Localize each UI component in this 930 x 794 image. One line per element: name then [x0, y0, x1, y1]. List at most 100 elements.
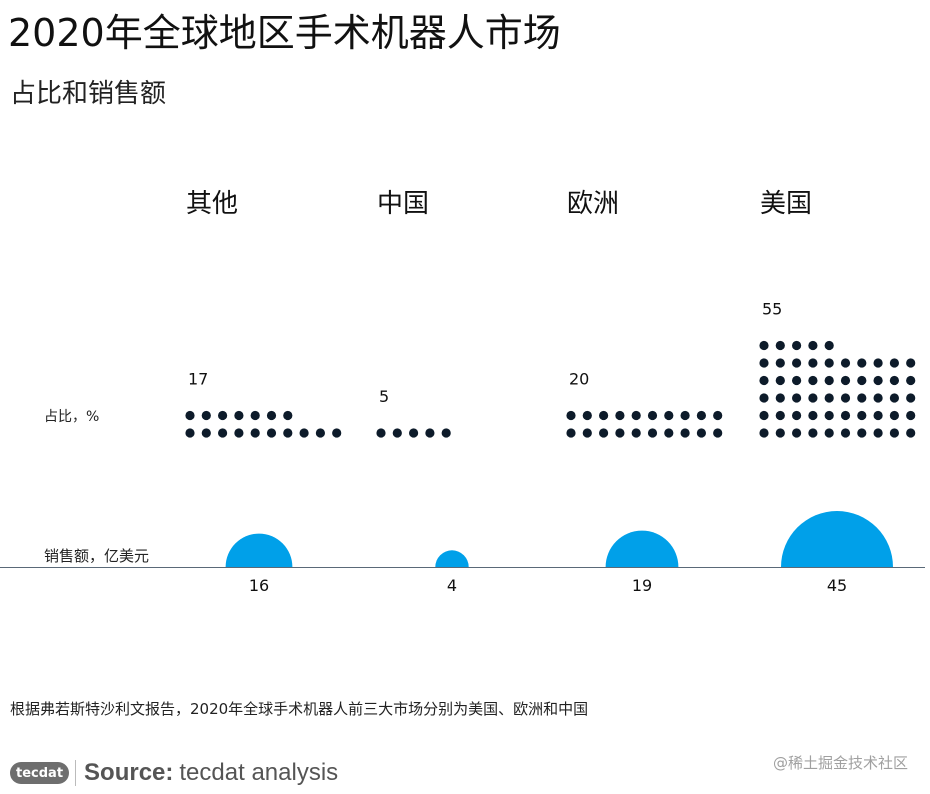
share-dot [315, 428, 325, 438]
share-dot [824, 428, 834, 438]
share-dot [857, 358, 867, 368]
share-dot [759, 428, 769, 438]
share-dot [409, 428, 419, 438]
share-value-label: 17 [188, 370, 208, 389]
share-dot [808, 340, 818, 351]
share-dot [283, 428, 293, 438]
share-dot [680, 428, 690, 438]
share-dot [906, 393, 916, 403]
share-dot [840, 375, 851, 386]
share-dot [631, 428, 641, 438]
share-dot [824, 358, 834, 368]
share-dot [615, 428, 625, 438]
share-dot [808, 358, 818, 368]
share-dot [873, 410, 883, 421]
share-dot [775, 340, 785, 351]
sales-bubble [435, 550, 469, 567]
share-dot [392, 428, 402, 438]
share-dot [857, 410, 867, 421]
share-dot [283, 410, 293, 421]
share-dot [873, 358, 883, 368]
share-dot [201, 428, 211, 438]
share-dot [857, 393, 867, 403]
share-dot [857, 375, 867, 386]
share-dot [857, 428, 867, 438]
share-dot [775, 393, 785, 403]
share-dot [824, 410, 834, 421]
share-dot [775, 410, 785, 421]
region-header: 中国 [377, 189, 429, 219]
share-dot [441, 428, 451, 438]
chart-title: 2020年全球地区手术机器人市场 [8, 11, 561, 55]
share-dot [713, 428, 723, 438]
share-dot [582, 428, 592, 438]
share-dot [889, 428, 900, 438]
share-dot [696, 428, 707, 438]
share-dot [218, 410, 228, 421]
share-dot [566, 410, 576, 421]
share-dot [840, 410, 851, 421]
chart-canvas: 占比，% 销售额，亿美元 其他 17 16 中国 5 4 欧洲 20 19 美国 55 45 [0, 189, 925, 595]
sales-bubble [225, 533, 293, 567]
share-dot [808, 375, 818, 386]
share-dot [808, 410, 818, 421]
share-dot [664, 428, 674, 438]
share-dot [713, 410, 723, 421]
share-dot [266, 428, 277, 438]
share-dot [906, 410, 916, 421]
share-dot [824, 375, 834, 386]
share-dot [792, 358, 802, 368]
share-dot [631, 410, 641, 421]
share-dot [218, 428, 228, 438]
share-dot [889, 410, 900, 421]
share-dot [299, 428, 309, 438]
share-dot [873, 375, 883, 386]
share-dot [647, 428, 658, 438]
share-dot [234, 428, 244, 438]
share-dot [201, 410, 211, 421]
region-header: 其他 [186, 189, 238, 219]
share-dot [889, 375, 900, 386]
tecdat-logo: tecdat [10, 762, 70, 784]
share-value-label: 5 [379, 387, 389, 406]
share-dot [250, 428, 260, 438]
share-dot [808, 393, 818, 403]
share-dot [792, 410, 802, 421]
share-dot [376, 428, 386, 438]
sales-value-label: 45 [827, 576, 847, 595]
share-dot [808, 428, 818, 438]
share-dot [266, 410, 277, 421]
share-dot [680, 410, 690, 421]
sales-bubble [605, 530, 679, 567]
share-dot [792, 393, 802, 403]
share-dot [759, 393, 769, 403]
share-dot [599, 428, 609, 438]
sales-value-label: 16 [249, 576, 269, 595]
share-dot [234, 410, 244, 421]
share-dot [185, 428, 195, 438]
share-dot [185, 410, 195, 421]
share-dot [332, 428, 342, 438]
share-dot [647, 410, 658, 421]
share-dot [906, 375, 916, 386]
share-dot [615, 410, 625, 421]
share-dot [775, 358, 785, 368]
share-dot [873, 428, 883, 438]
share-dot [840, 428, 851, 438]
share-dot [759, 375, 769, 386]
share-dot [775, 375, 785, 386]
share-dot [566, 428, 576, 438]
sales-value-label: 19 [632, 576, 652, 595]
source-divider [75, 760, 77, 786]
share-dot [792, 428, 802, 438]
share-dot [582, 410, 592, 421]
share-dot [792, 375, 802, 386]
share-dot [759, 340, 769, 351]
region-header: 欧洲 [567, 189, 619, 219]
source-label: Source: [84, 759, 174, 786]
share-dot [840, 393, 851, 403]
footnote: 根据弗若斯特沙利文报告，2020年全球手术机器人前三大市场分别为美国、欧洲和中国 [10, 700, 589, 718]
share-dot [840, 358, 851, 368]
share-dot [889, 358, 900, 368]
share-dot [775, 428, 785, 438]
